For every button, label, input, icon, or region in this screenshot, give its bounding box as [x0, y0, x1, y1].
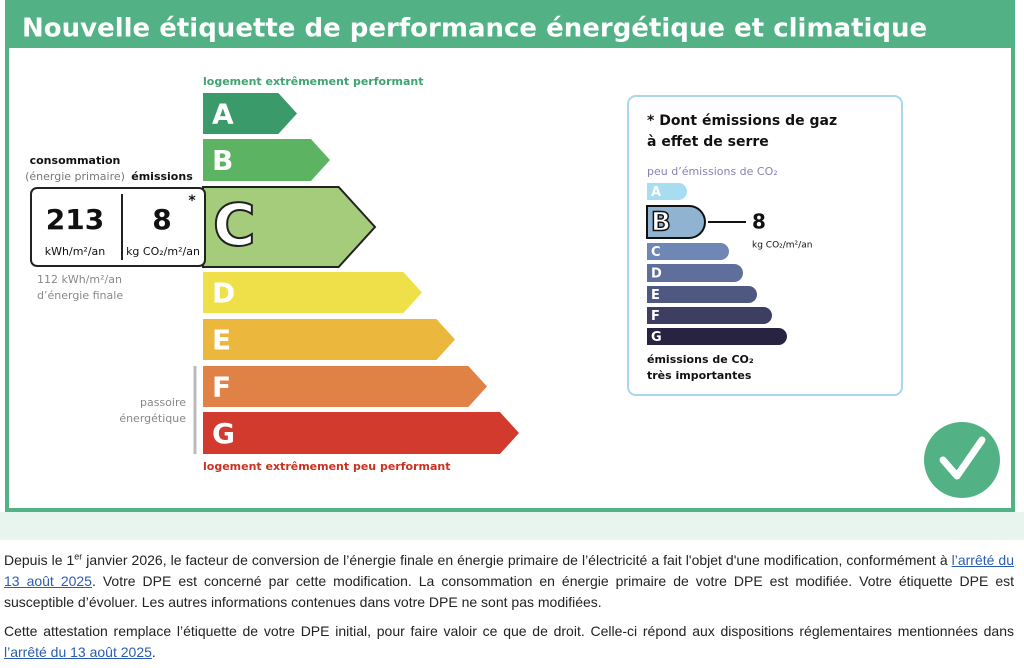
consumption-label: consommation — [30, 154, 121, 167]
ges-bottom-note: émissions de CO₂ — [647, 353, 754, 366]
energy-arrow — [203, 139, 330, 181]
energy-class: C — [213, 191, 256, 259]
consumption-sublabel: (énergie primaire) — [25, 170, 125, 183]
ges-title: * Dont émissions de gaz — [647, 113, 837, 129]
link[interactable]: l’arrêté du 13 août 2025 — [4, 644, 152, 660]
energy-class: F — [212, 371, 231, 404]
final-energy: d’énergie finale — [37, 289, 123, 302]
ges-class: B — [651, 208, 671, 238]
sup: er — [74, 551, 83, 562]
ges-bar — [647, 243, 729, 260]
header-bar — [5, 0, 1015, 48]
value-box — [30, 187, 206, 267]
passoire: passoire — [140, 396, 186, 409]
ges-class: A — [651, 185, 661, 200]
ges-bar — [647, 286, 757, 303]
ges-title: à effet de serre — [647, 134, 769, 150]
ges-unit: kg CO₂/m²/an — [752, 241, 812, 251]
energy-class: B — [212, 144, 233, 177]
ges-bar — [647, 183, 687, 200]
check-mark — [939, 436, 986, 480]
bottom-note: logement extrêmement peu performant — [203, 460, 450, 473]
ges-top-note: peu d’émissions de CO₂ — [647, 165, 778, 178]
ges-bar — [646, 205, 706, 239]
text: . — [151, 644, 156, 660]
energy-class: D — [212, 277, 235, 310]
text: Depuis le 1 — [4, 552, 75, 568]
energy-class: E — [212, 324, 231, 357]
band — [0, 512, 1024, 540]
emissions-label: émissions — [131, 170, 193, 183]
ges-class: G — [651, 330, 662, 345]
text: Cette attestation remplace l’étiquette d… — [4, 623, 1014, 639]
energy-arrow — [203, 366, 487, 407]
consumption-unit: kWh/m²/an — [45, 245, 105, 258]
emissions-unit: kg CO₂/m²/an — [126, 245, 200, 258]
ges-class: C — [651, 245, 661, 260]
consumption-value: 213 — [46, 203, 104, 236]
ges-bar — [647, 328, 787, 345]
passoire: énergétique — [119, 412, 186, 425]
ges-class: F — [651, 309, 660, 324]
text: janvier 2026, le facteur de conversion d… — [82, 552, 952, 568]
title: Nouvelle étiquette de performance énergé… — [22, 14, 927, 44]
asterisk: * — [188, 193, 196, 209]
energy-class: G — [212, 417, 235, 450]
ges-bar — [647, 307, 772, 324]
paragraph: Cette attestation remplace l’étiquette d… — [4, 621, 1014, 663]
label-area: Nouvelle étiquette de performance énergé… — [0, 0, 1024, 540]
ges-value: 8 — [752, 210, 766, 234]
energy-arrow — [203, 319, 455, 360]
energy-arrow — [203, 272, 422, 313]
energy-arrow — [203, 93, 297, 134]
link[interactable]: l’arrêté du 13 août 2025 — [4, 552, 1014, 589]
text: . Votre DPE est concerné par cette modif… — [4, 573, 1014, 610]
final-energy: 112 kWh/m²/an — [37, 273, 122, 286]
ges-class: D — [651, 267, 662, 282]
energy-class: A — [212, 98, 234, 131]
paragraph: Depuis le 1er janvier 2026, le facteur d… — [4, 550, 1014, 613]
energy-arrow — [203, 412, 519, 454]
emissions-value: 8 — [152, 203, 171, 236]
ges-bottom-note: très importantes — [647, 369, 752, 382]
top-note: logement extrêmement performant — [203, 75, 423, 88]
ges-bar — [647, 264, 743, 282]
ges-class: E — [651, 288, 660, 303]
check-icon — [924, 422, 1000, 498]
